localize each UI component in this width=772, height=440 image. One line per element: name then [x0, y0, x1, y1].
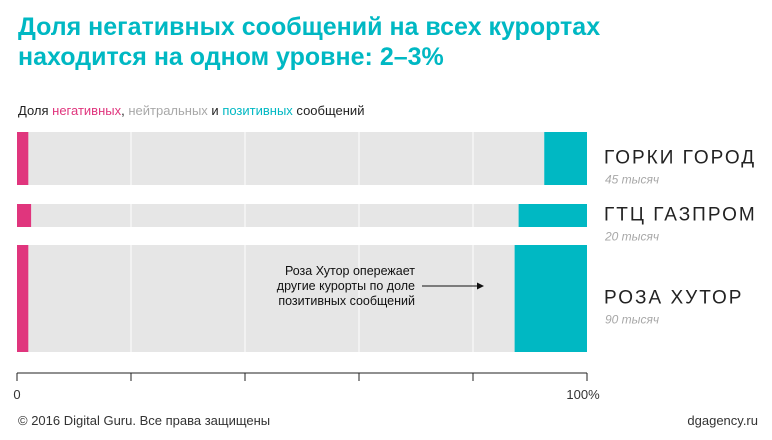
legend-comma: ,	[121, 103, 129, 118]
category-sublabel: 45 тысяч	[605, 173, 659, 187]
legend-suffix: сообщений	[292, 103, 365, 118]
x-tick-label: 100%	[566, 387, 600, 402]
x-tick-label: 0	[13, 387, 20, 402]
chart-title: Доля негативных сообщений на всех курорт…	[18, 12, 758, 72]
footer-copyright: © 2016 Digital Guru. Все права защищены	[18, 413, 271, 428]
bar-positive-3	[514, 245, 587, 352]
legend: Доля негативных, нейтральных и позитивны…	[18, 103, 364, 118]
legend-positive: позитивных	[222, 103, 293, 118]
bar-neutral-3	[28, 245, 515, 352]
bar-positive-1	[544, 132, 587, 185]
bar-negative-3	[17, 245, 29, 352]
annotation-text: Роза Хутор опережает	[285, 264, 415, 278]
bar-positive-2	[518, 204, 587, 227]
category-label: ГТЦ ГАЗПРОМ	[604, 205, 757, 226]
bar-neutral-2	[31, 204, 519, 227]
category-sublabel: 90 тысяч	[605, 313, 659, 327]
category-sublabel: 20 тысяч	[604, 230, 659, 244]
category-label: РОЗА ХУТОР	[604, 288, 743, 309]
bar-negative-2	[17, 204, 32, 227]
annotation-arrowhead	[477, 282, 484, 290]
chart-title-line-2: находится на одном уровне: 2–3%	[18, 43, 444, 71]
legend-prefix: Доля	[18, 103, 53, 118]
category-label: ГОРКИ ГОРОД	[604, 148, 756, 169]
footer-site-link[interactable]: dgagency.ru	[687, 413, 758, 428]
legend-negative: негативных	[52, 103, 122, 118]
annotation-text: другие курорты по доле	[277, 279, 415, 293]
legend-neutral: нейтральных	[128, 103, 208, 118]
legend-and: и	[207, 103, 223, 118]
chart-title-line-1: Доля негативных сообщений на всех курорт…	[18, 13, 601, 41]
bar-negative-1	[17, 132, 29, 185]
bar-neutral-1	[28, 132, 545, 185]
annotation-text: позитивных сообщений	[278, 294, 415, 308]
